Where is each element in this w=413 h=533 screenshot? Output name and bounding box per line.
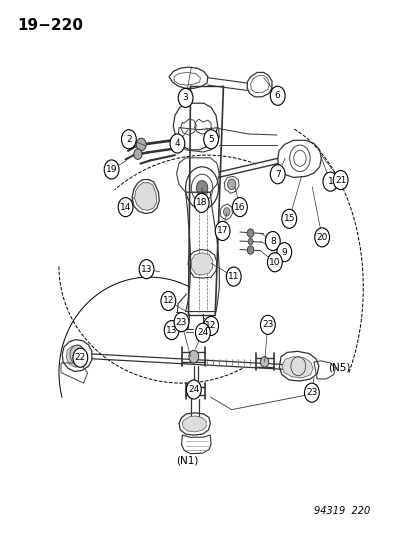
Circle shape xyxy=(265,231,280,251)
Circle shape xyxy=(196,181,207,196)
Circle shape xyxy=(139,260,154,279)
Text: 6: 6 xyxy=(274,91,280,100)
Text: 15: 15 xyxy=(283,214,294,223)
Circle shape xyxy=(260,316,275,334)
Text: 12: 12 xyxy=(162,296,173,305)
Text: 18: 18 xyxy=(195,198,207,207)
Circle shape xyxy=(203,317,218,335)
Circle shape xyxy=(191,386,199,397)
Circle shape xyxy=(121,130,136,149)
Circle shape xyxy=(178,88,192,108)
Circle shape xyxy=(332,171,347,190)
Text: 5: 5 xyxy=(208,135,214,144)
Circle shape xyxy=(170,134,184,153)
Circle shape xyxy=(203,130,218,149)
Text: 9: 9 xyxy=(281,248,287,257)
Text: 10: 10 xyxy=(268,258,280,266)
Circle shape xyxy=(232,198,247,216)
Text: 11: 11 xyxy=(228,272,239,281)
Circle shape xyxy=(227,179,235,190)
Text: 1: 1 xyxy=(327,177,332,186)
Circle shape xyxy=(104,160,119,179)
Circle shape xyxy=(304,383,318,402)
Text: 16: 16 xyxy=(234,203,245,212)
Circle shape xyxy=(281,209,296,228)
Circle shape xyxy=(194,193,209,213)
Circle shape xyxy=(118,198,133,216)
Polygon shape xyxy=(191,253,212,275)
Circle shape xyxy=(215,221,230,240)
Text: 20: 20 xyxy=(316,233,327,242)
Text: 3: 3 xyxy=(182,93,188,102)
Text: 13: 13 xyxy=(166,326,177,335)
Text: 21: 21 xyxy=(334,175,346,184)
Text: 19−220: 19−220 xyxy=(17,18,83,34)
Text: 94319  220: 94319 220 xyxy=(313,506,369,516)
Circle shape xyxy=(174,313,188,332)
Text: 12: 12 xyxy=(205,321,216,330)
Text: 24: 24 xyxy=(188,385,199,394)
Text: 8: 8 xyxy=(269,237,275,246)
Text: 24: 24 xyxy=(197,328,208,337)
Polygon shape xyxy=(134,183,157,211)
Circle shape xyxy=(314,228,329,247)
Circle shape xyxy=(247,246,253,254)
Circle shape xyxy=(322,172,337,191)
Text: 13: 13 xyxy=(140,265,152,273)
Circle shape xyxy=(195,323,210,342)
Circle shape xyxy=(247,238,252,245)
Circle shape xyxy=(136,138,146,151)
Circle shape xyxy=(260,357,268,367)
Text: (N1): (N1) xyxy=(176,456,198,465)
Text: 23: 23 xyxy=(176,318,187,327)
Circle shape xyxy=(276,243,291,262)
Text: 19: 19 xyxy=(106,165,117,174)
Polygon shape xyxy=(182,416,206,432)
Circle shape xyxy=(270,165,285,184)
Text: 23: 23 xyxy=(261,320,273,329)
Text: 7: 7 xyxy=(274,169,280,179)
Circle shape xyxy=(188,350,198,363)
Circle shape xyxy=(223,208,230,216)
Circle shape xyxy=(164,320,178,340)
Text: 14: 14 xyxy=(120,203,131,212)
Text: (N5): (N5) xyxy=(328,362,350,372)
Text: 17: 17 xyxy=(216,227,228,236)
Text: 22: 22 xyxy=(74,353,86,362)
Circle shape xyxy=(226,267,240,286)
Polygon shape xyxy=(281,357,312,378)
Circle shape xyxy=(270,86,285,106)
Circle shape xyxy=(133,149,142,159)
Polygon shape xyxy=(66,345,87,367)
Circle shape xyxy=(73,348,88,367)
Circle shape xyxy=(186,380,201,399)
Circle shape xyxy=(247,229,253,237)
Circle shape xyxy=(267,253,282,272)
Text: 4: 4 xyxy=(174,139,180,148)
Text: 23: 23 xyxy=(306,388,317,397)
Circle shape xyxy=(161,292,176,311)
Text: 2: 2 xyxy=(126,135,131,144)
